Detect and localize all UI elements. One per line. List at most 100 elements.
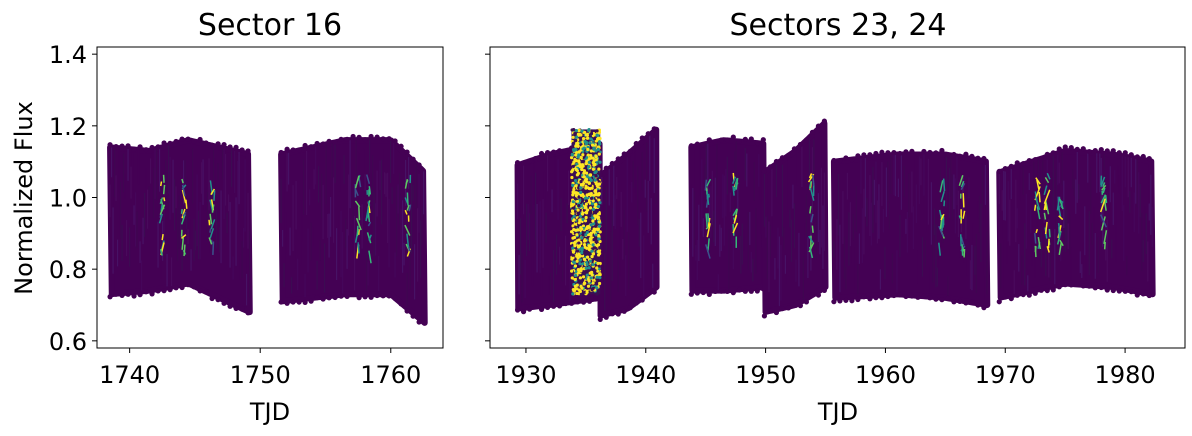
highlight-point <box>1057 205 1062 217</box>
flux-point <box>951 299 957 305</box>
noisy-point <box>589 196 594 200</box>
flux-point <box>718 288 724 294</box>
flux-point <box>754 288 760 294</box>
flux-point <box>113 144 119 150</box>
noisy-point <box>570 170 574 174</box>
flux-point <box>514 160 521 166</box>
flux-point <box>1146 156 1152 162</box>
flux-point <box>149 144 155 151</box>
noisy-point <box>597 212 601 216</box>
data-segment <box>830 147 991 311</box>
noisy-point <box>591 167 595 171</box>
highlight-point <box>1047 238 1050 249</box>
highlight-streak <box>404 174 412 257</box>
highlight-point <box>211 204 215 213</box>
noisy-point <box>578 258 582 262</box>
data-segment <box>107 136 253 316</box>
x-tick-label: 1980 <box>1095 361 1156 389</box>
highlight-point <box>940 213 945 221</box>
flux-point <box>398 301 404 307</box>
noisy-point <box>571 250 576 254</box>
y-tick-label: 1.2 <box>49 113 87 141</box>
flux-point <box>1134 154 1140 160</box>
highlight-point <box>960 236 965 246</box>
highlight-point <box>1043 212 1047 220</box>
x-tick-label: 1970 <box>975 361 1036 389</box>
noisy-point <box>578 281 582 285</box>
noisy-point <box>570 257 574 261</box>
highlight-point <box>940 190 945 202</box>
flux-point <box>688 143 694 149</box>
noisy-point <box>583 219 588 223</box>
flux-point <box>879 295 885 301</box>
flux-point <box>562 300 569 307</box>
flux-point <box>308 144 314 150</box>
y-tick-label: 0.8 <box>49 256 87 284</box>
flux-point <box>368 133 374 140</box>
flux-point <box>1062 144 1068 150</box>
y-tick-label: 0.6 <box>49 328 87 356</box>
noisy-point <box>578 289 582 294</box>
highlight-point <box>1100 214 1108 228</box>
noisy-point <box>573 148 577 152</box>
noisy-point <box>585 273 589 277</box>
flux-point <box>245 310 251 316</box>
flux-point <box>227 303 233 309</box>
flux-point <box>350 133 356 140</box>
flux-point <box>1116 288 1122 294</box>
noisy-point <box>575 249 580 253</box>
noisy-point <box>598 160 602 164</box>
highlight-point <box>962 210 966 219</box>
flux-point <box>233 144 239 150</box>
flux-point <box>1140 153 1146 160</box>
flux-point <box>368 294 374 300</box>
noisy-point <box>582 239 587 243</box>
highlight-streak <box>180 178 188 257</box>
noisy-point <box>572 218 576 222</box>
flux-point <box>203 140 209 146</box>
flux-point <box>149 291 155 297</box>
noisy-point <box>585 156 589 160</box>
noisy-point <box>585 230 589 235</box>
noisy-point <box>573 264 578 268</box>
noisy-point <box>581 147 585 151</box>
highlight-point <box>1059 239 1064 247</box>
flux-point <box>627 305 633 311</box>
flux-point <box>1008 163 1014 169</box>
flux-point <box>1086 149 1092 155</box>
noisy-point <box>594 174 598 178</box>
flux-point <box>885 150 891 156</box>
noisy-point <box>574 128 578 133</box>
flux-point <box>867 296 873 302</box>
noisy-point <box>589 223 593 227</box>
noisy-point <box>592 230 596 234</box>
title-sectors-23-24: Sectors 23, 24 <box>729 8 946 43</box>
noisy-point <box>571 224 575 228</box>
flux-point <box>621 151 627 157</box>
noisy-point <box>590 186 594 190</box>
noisy-point <box>598 201 602 205</box>
highlight-point <box>181 208 186 219</box>
highlight-point <box>706 190 710 205</box>
highlight-point <box>368 186 372 195</box>
flux-point <box>1068 282 1074 288</box>
highlight-point <box>705 244 711 259</box>
data-segment <box>278 133 428 326</box>
highlight-point <box>732 185 735 196</box>
highlight-point <box>1037 237 1041 250</box>
noisy-point <box>582 248 587 252</box>
noisy-point <box>596 250 601 254</box>
flux-point <box>975 302 981 308</box>
noisy-point <box>595 292 599 296</box>
flux-point <box>131 293 137 299</box>
highlight-point <box>958 174 964 186</box>
noisy-point <box>585 290 589 294</box>
noisy-point <box>597 198 601 202</box>
highlight-point <box>732 176 736 185</box>
flux-point <box>785 305 792 311</box>
highlight-point <box>181 178 184 184</box>
flux-point <box>167 140 173 146</box>
noisy-point <box>596 261 600 265</box>
flux-point <box>849 298 855 304</box>
flux-point <box>550 149 557 155</box>
